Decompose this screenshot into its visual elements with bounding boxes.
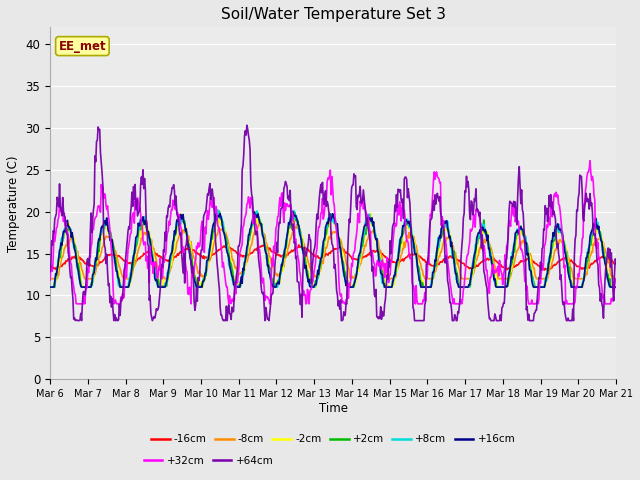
Title: Soil/Water Temperature Set 3: Soil/Water Temperature Set 3: [221, 7, 445, 22]
Legend: +32cm, +64cm: +32cm, +64cm: [140, 451, 278, 470]
X-axis label: Time: Time: [319, 402, 348, 415]
Y-axis label: Temperature (C): Temperature (C): [7, 155, 20, 252]
Text: EE_met: EE_met: [59, 39, 106, 53]
